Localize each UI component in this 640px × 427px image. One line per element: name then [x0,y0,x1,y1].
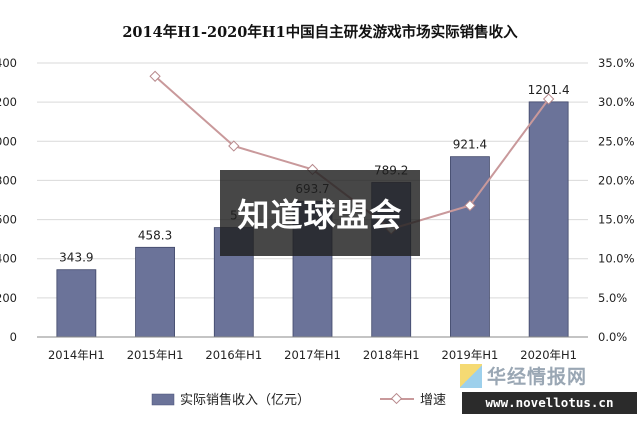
y-right-tick-label: 5.0% [598,291,627,305]
watermark-box [220,170,420,256]
bar [135,246,175,338]
x-tick-label: 2019年H1 [442,348,499,362]
y-right-tick-label: 20.0% [598,173,635,187]
legend-bar-swatch [151,393,175,406]
chart-title: 2014年H1-2020年H1中国自主研发游戏市场实际销售收入 [122,23,518,41]
y-right-tick-label: 10.0% [598,252,635,266]
y-left-tick-label: 000 [0,134,17,148]
bar-value-label: 343.9 [59,251,93,265]
legend-bar-label: 实际销售收入（亿元） [180,392,310,408]
legend-line-label: 增速 [420,393,446,408]
axes: 0 200 400 600 800 000 200 400 0.0% 5.0% 10.0% 15.0%… [0,56,635,362]
site-url: www.novellotus.cn [462,392,637,414]
y-left-tick-label: 800 [0,173,17,187]
bar [528,101,569,338]
watermark-text: 知道球盟会 [237,196,403,234]
y-right-tick-label: 0.0% [598,330,627,344]
bar-value-label: 458.3 [138,228,172,242]
logo-cube-icon [460,364,482,388]
y-right-tick-label: 25.0% [598,134,635,148]
y-right-tick-label: 15.0% [598,213,635,227]
site-logo-name: 华经情报网 [487,366,588,388]
x-tick-label: 2016年H1 [205,348,262,362]
legend: 实际销售收入（亿元） 增速 [151,392,446,408]
growth-point [228,140,240,152]
y-right-tick-label: 35.0% [598,56,635,70]
growth-point [464,199,476,212]
bar [56,269,97,338]
growth-point [542,93,555,105]
x-tick-label: 2017年H1 [284,348,341,362]
y-left-tick-label: 200 [0,95,17,109]
y-left-tick-label: 0 [10,330,17,344]
x-tick-label: 2015年H1 [127,348,184,362]
x-tick-label: 2020年H1 [520,348,577,362]
site-logo: 华经情报网 [455,362,635,392]
y-right-tick-label: 30.0% [598,95,635,109]
x-tick-label: 2018年H1 [363,348,420,362]
growth-point [149,70,161,82]
bar-value-label: 921.4 [453,138,487,152]
legend-line-marker [390,392,403,405]
x-tick-label: 2014年H1 [48,348,105,362]
y-left-tick-label: 200 [0,291,17,305]
y-left-tick-label: 600 [0,213,17,227]
bar [450,156,490,338]
y-left-tick-label: 400 [0,56,17,70]
y-left-tick-label: 400 [0,252,17,266]
bar-value-label: 1201.4 [528,83,570,97]
